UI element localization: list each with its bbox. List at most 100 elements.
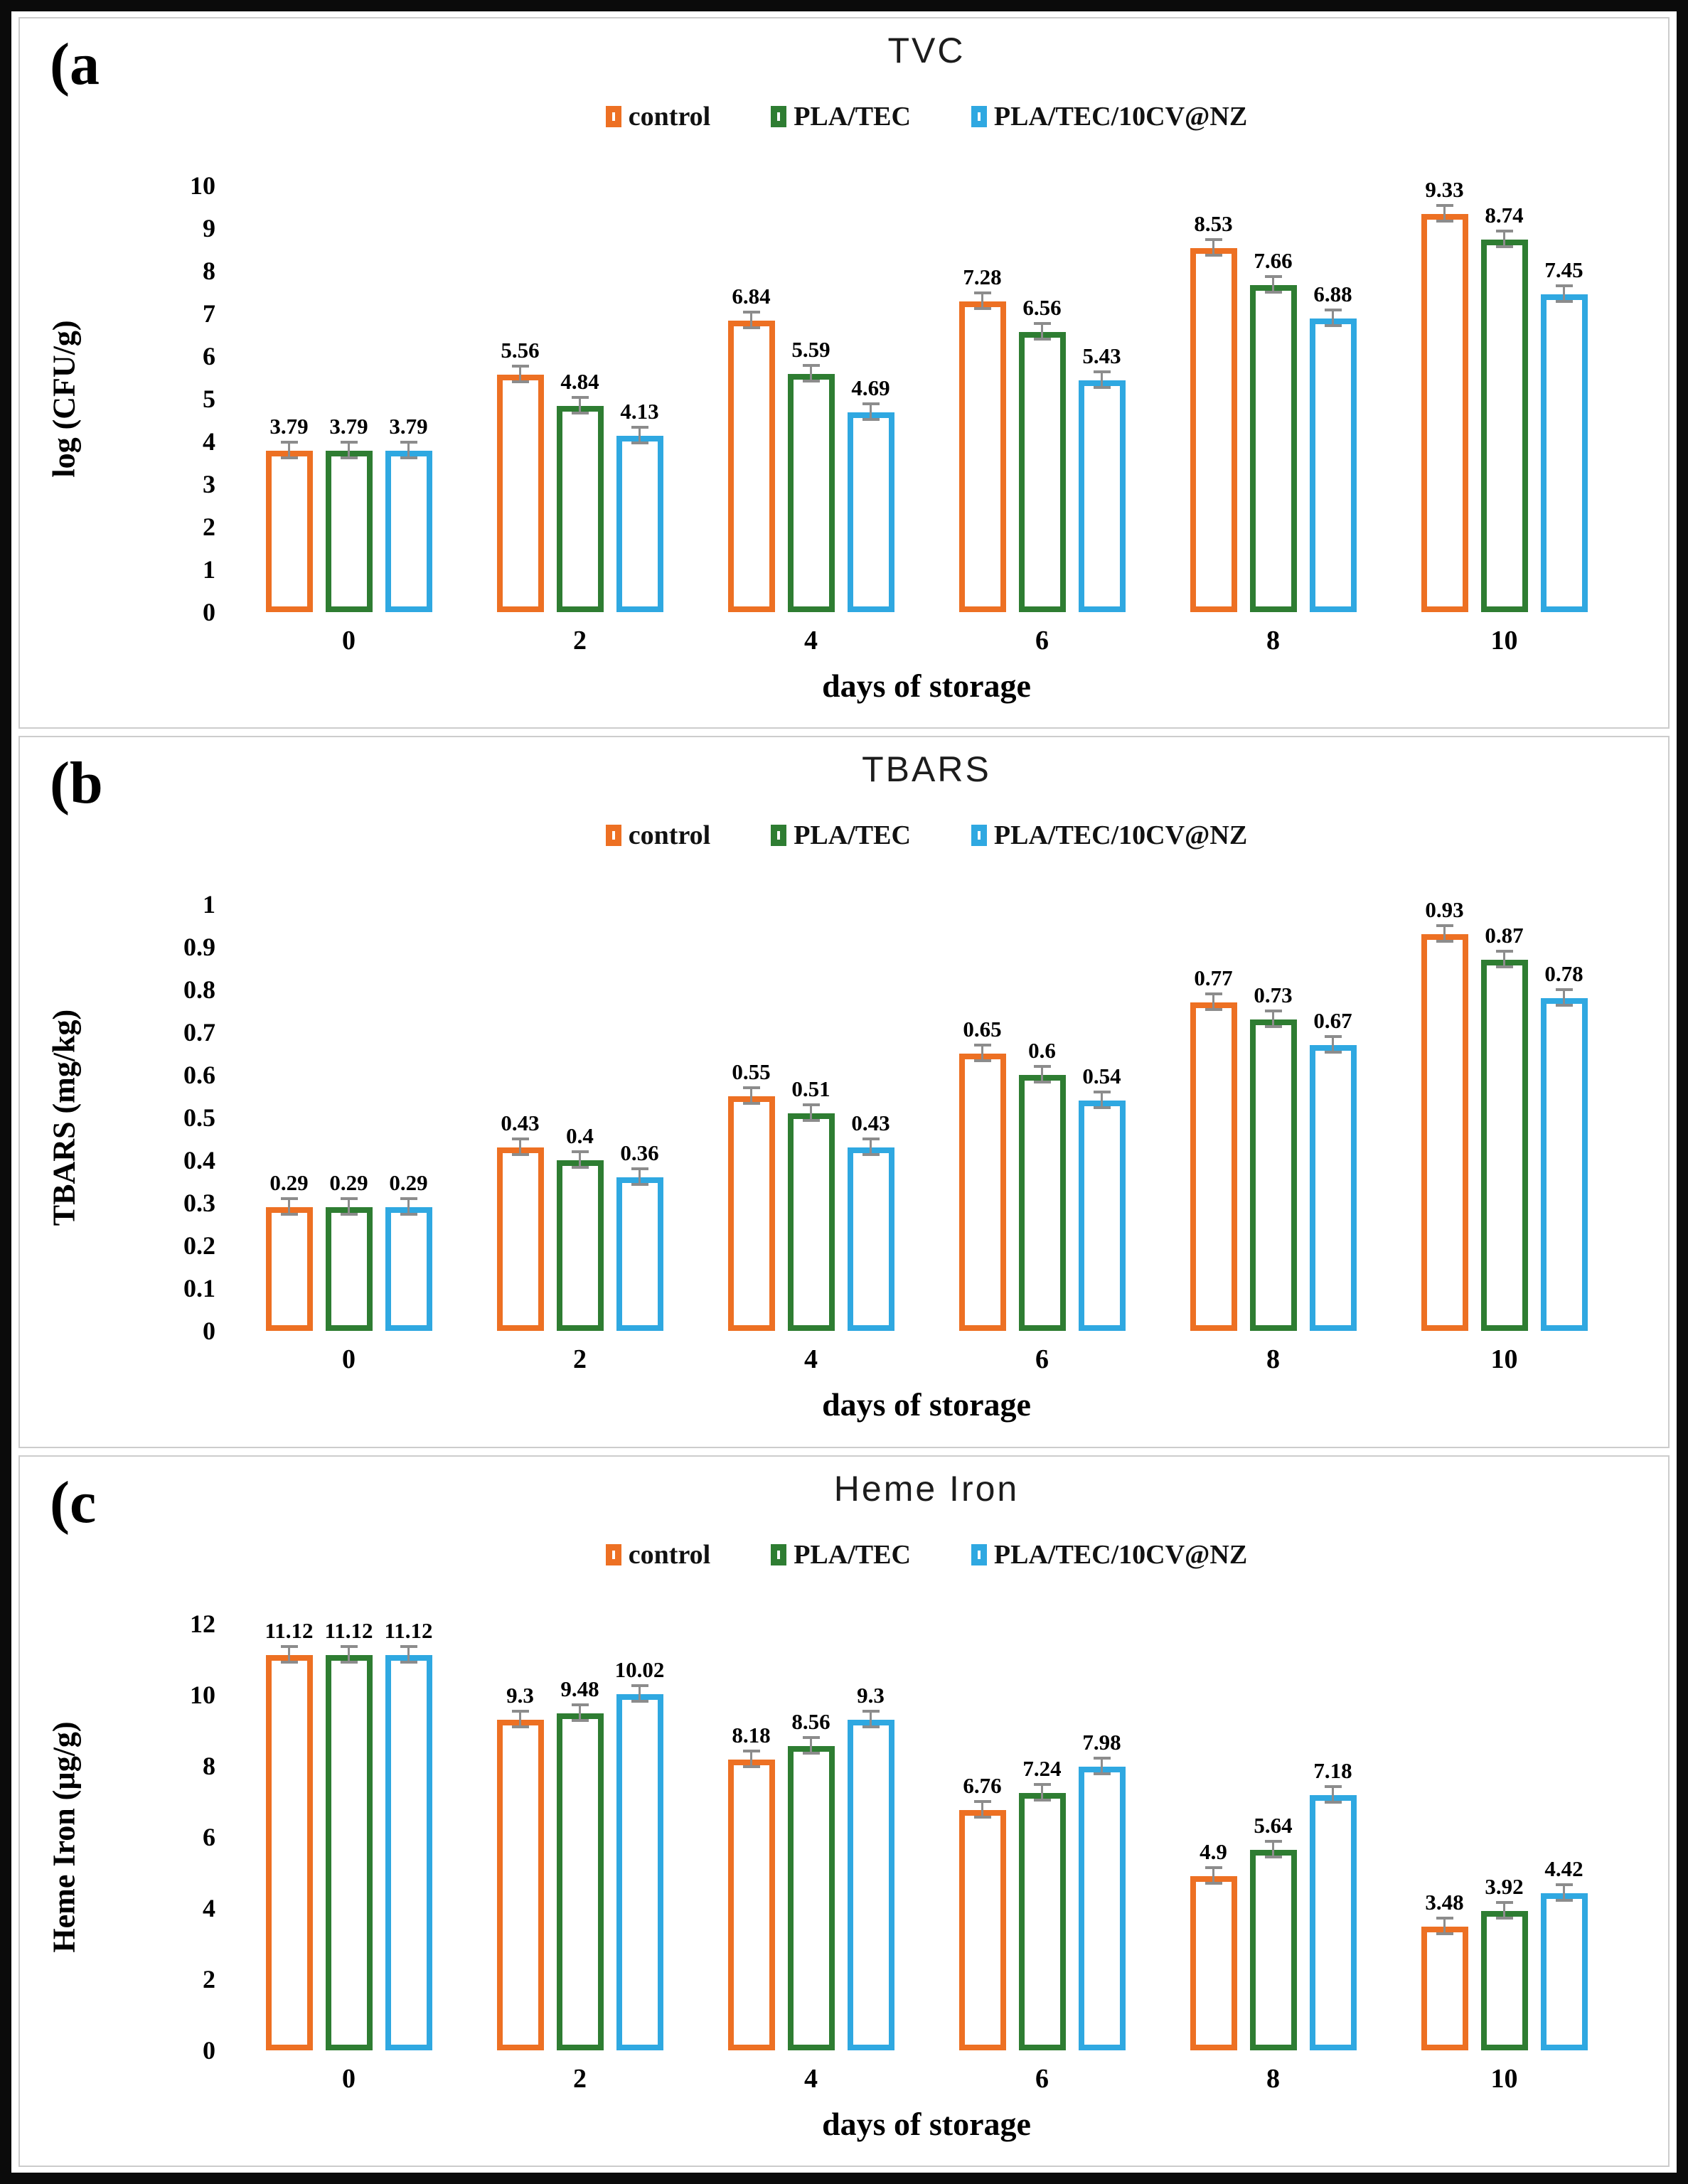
bar-slot: 6.56 [1018, 295, 1066, 612]
error-bar [400, 1644, 417, 1664]
bar-slot: 0.43 [847, 1110, 894, 1332]
error-bar-cap [511, 365, 529, 368]
bar-value-label: 0.51 [791, 1076, 830, 1102]
bar [1249, 1849, 1297, 2050]
bar-group: 0.29 0.29 0.29 [233, 904, 464, 1332]
x-tick-label: 8 [1266, 1344, 1280, 1375]
bar-slot: 0.6 [1018, 1038, 1066, 1332]
error-bar-cap [280, 1213, 298, 1216]
legend-item: PLA/TEC/10CV@NZ [971, 1539, 1247, 1570]
error-bar [742, 1749, 760, 1768]
bar [385, 1654, 432, 2050]
error-bar-cap [802, 364, 820, 367]
error-bar-cap [973, 291, 991, 294]
error-bar-cap [1555, 300, 1573, 303]
error-bar-cap [1093, 370, 1111, 373]
legend-label: control [628, 820, 711, 851]
bar-slot: 4.84 [556, 369, 604, 612]
error-bar-line [1443, 927, 1446, 941]
bar-value-label: 3.79 [269, 414, 309, 439]
bar-value-label: 0.54 [1082, 1064, 1121, 1089]
error-bar-line [981, 1046, 983, 1060]
error-bar-line [639, 1170, 641, 1184]
x-tick-label: 6 [1035, 626, 1049, 655]
error-bar [742, 311, 760, 329]
bar-value-label: 7.18 [1313, 1757, 1352, 1783]
y-tick-label: 0 [203, 598, 215, 626]
error-bar-line [1563, 991, 1565, 1005]
bar-slot: 3.79 [325, 414, 373, 612]
bar [1421, 1926, 1468, 2050]
error-bar-cap [742, 1765, 760, 1768]
x-axis: 0 2 4 6 8 10 [233, 625, 1620, 656]
error-bar-cap [280, 456, 298, 459]
error-bar-cap [1324, 309, 1342, 311]
legend: control PLA/TEC PLA/TEC/10CV@NZ [233, 1539, 1620, 1570]
bar-group: 0.77 0.73 0.67 [1158, 904, 1389, 1332]
bar-group: 7.28 6.56 5.43 [926, 186, 1158, 612]
error-bar-line [579, 1153, 581, 1167]
error-bar-line [288, 1647, 290, 1661]
bar [496, 1147, 544, 1332]
error-bar-line [519, 1140, 521, 1154]
error-bar-cap [631, 1167, 648, 1171]
legend-swatch [605, 1543, 621, 1565]
bar [1078, 380, 1126, 612]
error-bar [802, 1735, 820, 1755]
bar-value-label: 0.36 [620, 1140, 659, 1166]
bar-value-label: 0.55 [732, 1059, 771, 1085]
y-axis-label: TBARS (mg/kg) [46, 1010, 82, 1226]
error-bar-cap [973, 1044, 991, 1047]
bar-slot: 11.12 [384, 1618, 433, 2050]
error-bar-cap [400, 1644, 417, 1648]
legend-swatch [771, 106, 787, 127]
bar-value-label: 7.45 [1544, 257, 1583, 282]
x-tick-label: 6 [1035, 2063, 1049, 2094]
error-bar [280, 1197, 298, 1216]
y-tick-label: 10 [190, 1680, 215, 1709]
legend-swatch [971, 1543, 987, 1565]
y-tick-label: 0.6 [183, 1061, 215, 1090]
error-bar-cap [400, 1197, 417, 1201]
legend: control PLA/TEC PLA/TEC/10CV@NZ [233, 101, 1620, 132]
bar-value-label: 3.79 [389, 414, 428, 439]
bar-slot: 0.43 [496, 1110, 544, 1332]
error-bar [802, 364, 820, 382]
error-bar-cap [571, 1703, 589, 1706]
error-bar [340, 441, 358, 459]
bar-value-label: 8.74 [1485, 203, 1524, 228]
error-bar-cap [1264, 1010, 1282, 1013]
error-bar-cap [1264, 1855, 1282, 1858]
error-bar-line [1503, 1903, 1505, 1917]
error-bar-cap [862, 1153, 880, 1157]
bar-slot: 5.59 [787, 337, 835, 612]
error-bar [280, 1644, 298, 1664]
y-axis-label: log (CFU/g) [46, 320, 82, 478]
error-bar-cap [1093, 1772, 1111, 1775]
error-bar-cap [862, 402, 880, 405]
bar-slot: 0.73 [1249, 983, 1297, 1332]
error-bar-cap [1324, 1800, 1342, 1804]
error-bar-cap [1436, 940, 1453, 943]
bar-group: 11.12 11.12 11.12 [233, 1618, 464, 2050]
bar-value-label: 8.53 [1194, 211, 1233, 236]
error-bar-line [870, 1140, 872, 1154]
error-bar-cap [1436, 204, 1453, 207]
bar-slot: 0.55 [727, 1059, 775, 1332]
y-tick-label: 5 [203, 385, 215, 413]
error-bar-line [981, 1802, 983, 1816]
error-bar-cap [802, 380, 820, 382]
legend-swatch [971, 825, 987, 847]
plot-area: 11.12 11.12 11.12 9.3 9.48 10.02 8.18 8.56 9.3 6.… [233, 1618, 1620, 2050]
error-bar [340, 1644, 358, 1664]
bar-slot: 9.3 [847, 1683, 894, 2050]
bar [1540, 294, 1588, 612]
legend-swatch [605, 106, 621, 127]
bar-slot: 0.93 [1421, 897, 1468, 1332]
error-bar-cap [802, 1735, 820, 1739]
error-bar [1204, 1866, 1222, 1885]
error-bar-line [1503, 232, 1505, 245]
x-tick-label: 4 [804, 626, 818, 655]
bar-slot: 8.53 [1190, 211, 1237, 612]
